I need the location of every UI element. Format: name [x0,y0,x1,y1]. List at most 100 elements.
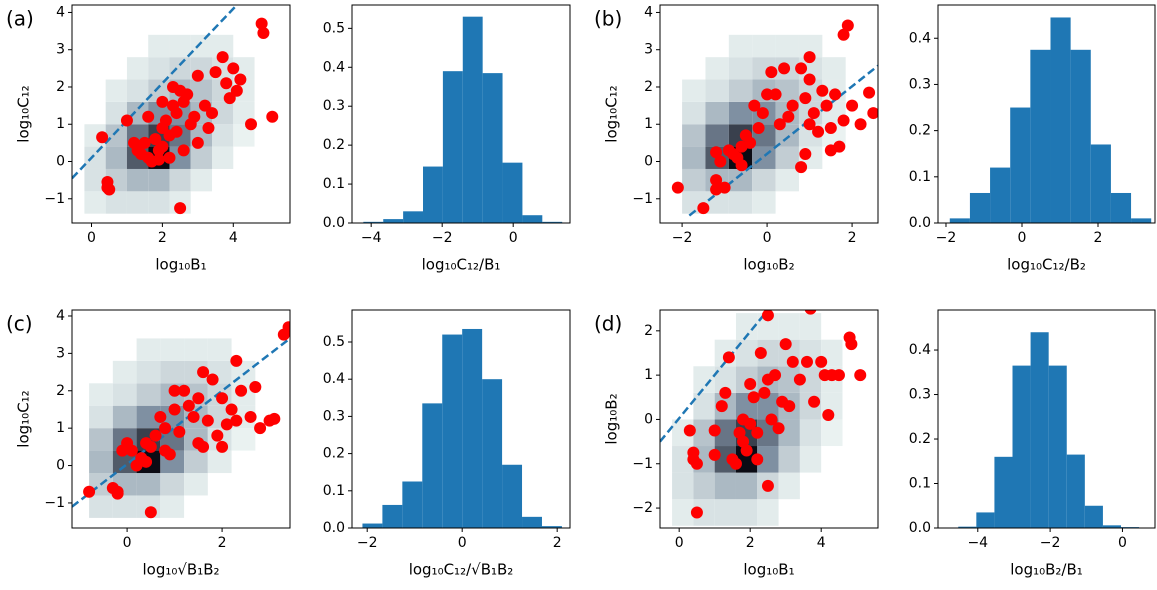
point [671,181,684,194]
point [761,310,774,322]
point [786,355,799,368]
density-cell [184,473,208,496]
point [740,444,753,457]
point [747,391,760,404]
y-tick-label: 0.4 [909,342,931,358]
y-tick-label: 0.3 [909,387,931,403]
density-cell [775,34,799,58]
density-cell [778,472,800,500]
density-cell [231,428,256,451]
axes-frame [937,4,1156,224]
density-cell [89,383,113,406]
y-axis-label: log₁₀C₁₂ [603,85,621,142]
density-cell [126,168,149,192]
point [718,181,731,194]
y-tick-label: 1 [644,367,653,383]
density-cell [822,57,846,80]
density-cell [84,146,106,169]
point [758,386,771,399]
density-cell [126,191,149,214]
density-cell [212,101,234,125]
x-tick-label: 2 [1094,230,1103,246]
x-tick-label: −4 [361,230,382,246]
density-cell [682,146,706,169]
point [769,88,782,101]
reference-line [72,337,290,508]
density-cell [798,34,823,58]
y-tick-label: 1 [644,116,653,132]
point [149,429,162,442]
x-tick-label: 0 [458,535,467,551]
hist-bar [541,526,562,528]
point [138,136,151,149]
point [168,403,181,416]
density-cell [89,495,113,518]
y-axis-label: log₁₀B₂ [603,393,621,444]
point [744,377,757,390]
x-axis-label: log₁₀C₁₂/B₂ [1007,256,1086,274]
x-tick-label: 2 [158,230,167,246]
point [266,110,279,123]
point [690,506,703,519]
hist-bar [363,221,384,223]
point [815,355,828,368]
y-tick-label: −1 [44,495,65,511]
y-tick-label: 3 [644,42,653,58]
y-tick-label: 0.1 [323,483,345,499]
point [230,414,243,427]
density-cell [821,419,843,447]
density-cell [728,191,753,214]
density-cell [136,360,161,384]
point [103,183,116,196]
point [244,410,257,423]
point [249,381,262,394]
point [799,92,812,105]
x-axis-label: log₁₀C₁₂/B₁ [422,256,501,274]
hist-bar [502,464,523,528]
x-tick-label: −2 [357,535,378,551]
y-tick-label: 0.4 [323,59,345,75]
y-tick-label: 0.3 [323,98,345,114]
y-tick-label: 0.1 [909,476,931,492]
point [225,403,238,416]
point [841,19,854,32]
y-tick-label: 0.1 [323,176,345,192]
point [163,151,176,164]
density-cell [799,419,822,447]
point [807,107,820,120]
y-tick-label: 1 [56,116,65,132]
point [197,366,210,379]
point [187,410,200,423]
point [234,73,247,86]
hist-bar [976,512,995,528]
density-cell [775,79,799,102]
density-cell [169,34,191,58]
point [816,84,829,97]
panel-label: (a) [6,7,34,31]
density-cell [136,383,161,406]
density-cell [126,57,149,80]
point [822,409,835,422]
y-axis-label: log₁₀C₁₂ [15,390,33,447]
point [832,369,845,382]
y-tick-label: 0.1 [909,169,931,185]
point [715,400,728,413]
density-cell [775,146,799,169]
point [710,146,723,159]
density-cell [212,146,234,169]
y-tick-label: 0.0 [323,215,345,231]
x-tick-label: 4 [817,535,826,551]
point [837,28,850,41]
x-tick-label: 0 [763,230,772,246]
point [854,118,867,131]
density-cell [212,34,234,58]
point [737,413,750,426]
point [120,114,133,127]
density-cell [89,428,113,451]
hist-bar [502,162,523,223]
plot-area [958,332,1140,528]
y-tick-label: 0.0 [323,520,345,536]
y-tick-label: 0 [644,154,653,170]
hist-bar [1012,365,1031,528]
